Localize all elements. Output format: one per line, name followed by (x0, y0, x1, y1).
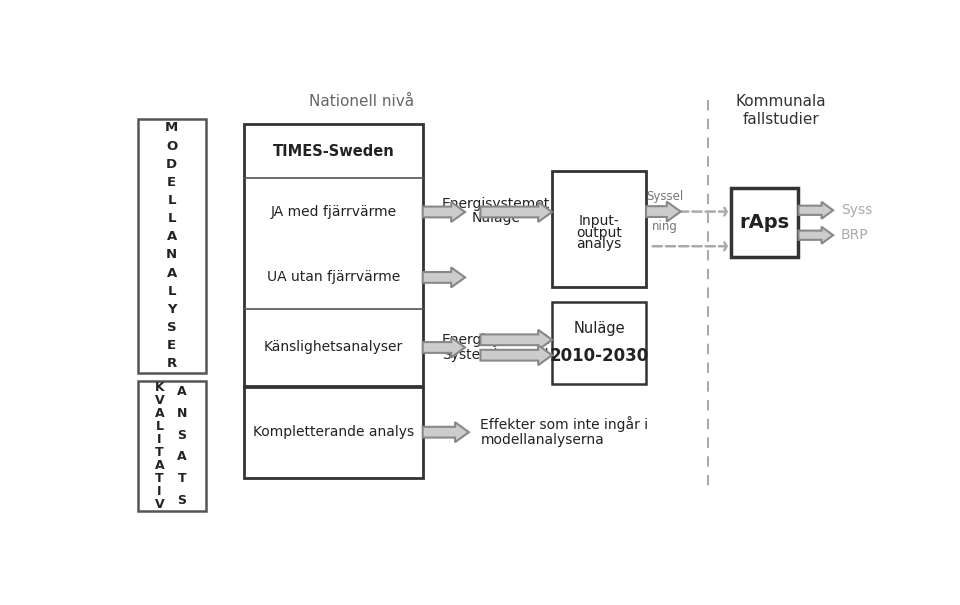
Text: Input-: Input- (579, 214, 619, 228)
Text: Känslighetsanalyser: Känslighetsanalyser (264, 341, 403, 355)
Text: Systemkostnad: Systemkostnad (443, 348, 549, 362)
Text: L: L (167, 212, 176, 225)
Text: T: T (156, 473, 164, 485)
Polygon shape (422, 422, 468, 442)
Text: Kompletterande analys: Kompletterande analys (252, 425, 414, 439)
Text: Nuläge: Nuläge (573, 321, 625, 336)
Polygon shape (422, 202, 465, 222)
Text: O: O (166, 140, 178, 152)
Polygon shape (480, 330, 552, 350)
Bar (244, 124, 422, 386)
Text: M: M (165, 122, 179, 134)
Text: S: S (178, 494, 186, 507)
Text: N: N (166, 249, 178, 261)
Text: Nuläge: Nuläge (471, 211, 520, 225)
Polygon shape (480, 345, 552, 365)
Text: modellanalyserna: modellanalyserna (480, 433, 604, 447)
Text: Syssel
sätt-
ning: Syssel sätt- ning (647, 190, 684, 233)
Text: Energisystemet: Energisystemet (442, 333, 550, 347)
Text: output: output (576, 226, 622, 240)
Polygon shape (422, 267, 465, 287)
Text: K: K (155, 381, 164, 394)
Polygon shape (422, 338, 465, 358)
Text: TIMES-Sweden: TIMES-Sweden (273, 143, 395, 159)
Text: S: S (178, 428, 186, 442)
Text: Nationell nivå: Nationell nivå (308, 94, 414, 109)
Text: R: R (166, 358, 177, 370)
Text: BRP: BRP (841, 228, 869, 242)
Text: A: A (177, 451, 186, 463)
Text: S: S (167, 321, 177, 334)
Text: V: V (155, 394, 164, 407)
Polygon shape (646, 201, 681, 221)
Polygon shape (799, 202, 833, 219)
Text: L: L (167, 285, 176, 298)
Text: A: A (155, 459, 164, 472)
Bar (138, 381, 205, 511)
Text: A: A (177, 385, 186, 398)
Text: Energisystemet: Energisystemet (442, 197, 550, 211)
Text: T: T (178, 473, 186, 485)
Text: A: A (166, 267, 177, 280)
Bar (138, 119, 205, 373)
Polygon shape (799, 227, 833, 244)
Polygon shape (480, 202, 552, 222)
Text: E: E (167, 339, 177, 352)
Text: 2010-2030: 2010-2030 (549, 347, 649, 365)
Bar (552, 302, 646, 384)
Text: A: A (155, 407, 164, 420)
Text: I: I (157, 485, 161, 499)
Text: rAps: rAps (739, 213, 790, 232)
Text: L: L (156, 420, 163, 433)
Text: UA utan fjärrvärme: UA utan fjärrvärme (267, 270, 400, 284)
Text: E: E (167, 176, 177, 189)
Text: N: N (177, 407, 187, 420)
Bar (731, 188, 799, 257)
Bar (552, 171, 646, 287)
Text: Syss: Syss (841, 203, 872, 217)
Text: L: L (167, 194, 176, 207)
Text: T: T (156, 446, 164, 459)
Text: V: V (155, 499, 164, 511)
Text: Y: Y (167, 303, 177, 316)
Text: analys: analys (576, 237, 622, 251)
Text: JA med fjärrvärme: JA med fjärrvärme (271, 205, 396, 219)
Text: A: A (166, 231, 177, 243)
Text: I: I (157, 433, 161, 446)
Text: D: D (166, 158, 178, 171)
Bar (244, 387, 422, 477)
Text: Effekter som inte ingår i: Effekter som inte ingår i (480, 416, 649, 433)
Text: Kommunala
fallstudier: Kommunala fallstudier (735, 94, 826, 126)
